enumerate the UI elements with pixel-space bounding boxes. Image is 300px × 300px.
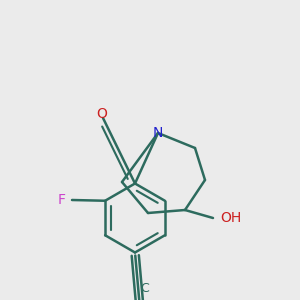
Text: O: O bbox=[96, 106, 107, 121]
Text: F: F bbox=[58, 193, 66, 207]
Text: N: N bbox=[153, 126, 163, 140]
Text: OH: OH bbox=[220, 211, 242, 225]
Text: C: C bbox=[140, 283, 148, 296]
